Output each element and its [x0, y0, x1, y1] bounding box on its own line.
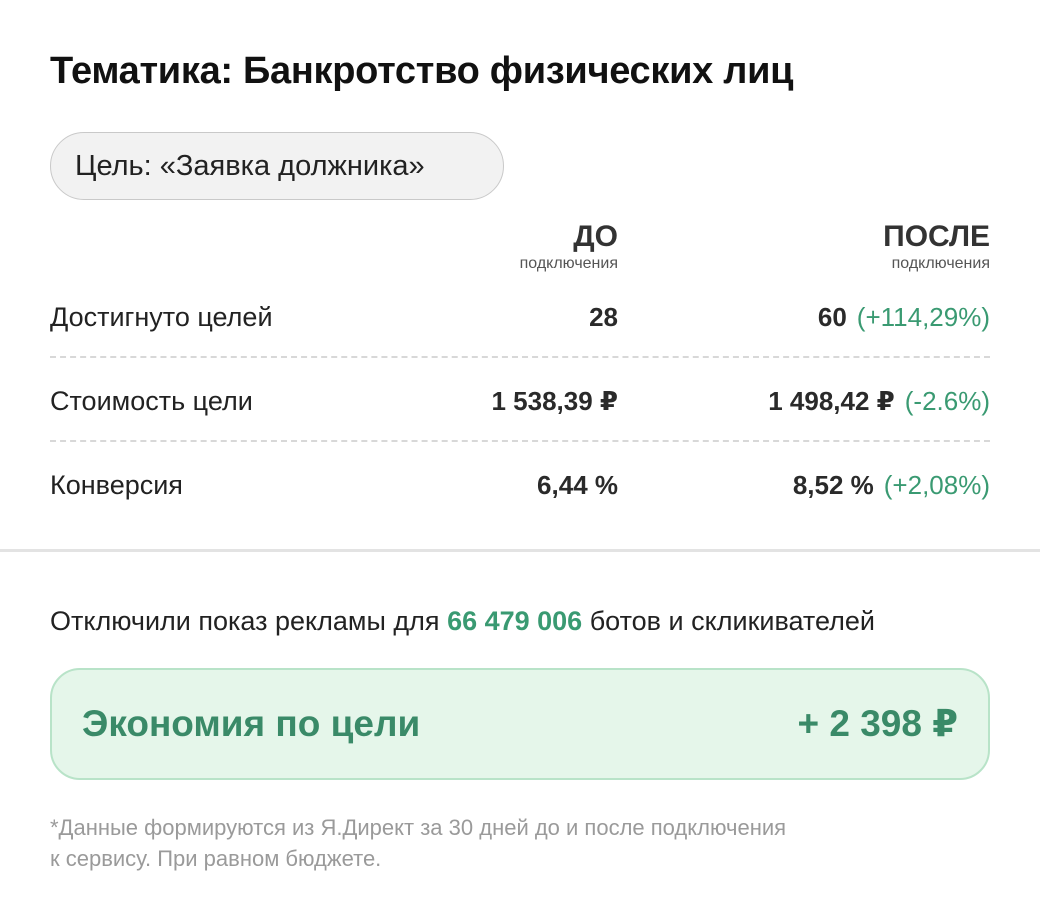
column-before-title: ДО	[573, 220, 618, 253]
savings-amount: + 2 398 ₽	[797, 703, 958, 744]
metric-after-value: 60	[817, 302, 847, 332]
column-after-title: ПОСЛЕ	[883, 220, 990, 253]
metric-delta: (+114,29%)	[856, 302, 990, 332]
metric-row-conversion: Конверсия 6,44 % 8,52 % (+2,08%)	[50, 465, 990, 505]
metric-label: Конверсия	[50, 470, 183, 500]
row-divider	[50, 356, 990, 358]
footnote-line-1: *Данные формируются из Я.Директ за 30 дн…	[50, 815, 787, 840]
savings-label: Экономия по цели	[82, 703, 421, 744]
metric-label: Достигнуто целей	[50, 302, 273, 332]
bots-prefix: Отключили показ рекламы для	[50, 606, 440, 636]
column-before-subtitle: подключения	[519, 255, 618, 272]
section-divider	[0, 549, 1040, 552]
metric-after-value: 8,52 %	[792, 470, 874, 500]
column-header-before: ДО подключения	[520, 220, 618, 274]
page-title: Тематика: Банкротство физических лиц	[50, 50, 794, 92]
footnote-line-2: к сервису. При равном бюджете.	[50, 846, 382, 871]
metric-before-value: 28	[589, 302, 618, 332]
column-header-after: ПОСЛЕ подключения	[883, 220, 990, 274]
metric-delta: (-2.6%)	[904, 386, 990, 416]
row-divider	[50, 440, 990, 442]
metric-before-value: 6,44 %	[537, 470, 618, 500]
bots-count: 66 479 006	[447, 606, 583, 636]
savings-banner: Экономия по цели + 2 398 ₽	[50, 668, 990, 780]
bots-suffix: ботов и скликивателей	[589, 606, 875, 636]
metric-before-value: 1 538,39 ₽	[491, 386, 618, 416]
footnote: *Данные формируются из Я.Директ за 30 дн…	[50, 812, 950, 874]
metric-row-cost: Стоимость цели 1 538,39 ₽ 1 498,42 ₽ (-2.…	[50, 381, 990, 421]
metric-label: Стоимость цели	[50, 386, 253, 416]
metric-after: 60 (+114,29%)	[818, 297, 990, 337]
metric-after-value: 1 498,42 ₽	[768, 386, 895, 416]
metric-after: 8,52 % (+2,08%)	[793, 465, 990, 505]
metric-row-goals: Достигнуто целей 28 60 (+114,29%)	[50, 297, 990, 337]
goal-badge: Цель: «Заявка должника»	[50, 132, 504, 200]
metric-after: 1 498,42 ₽ (-2.6%)	[768, 381, 990, 421]
column-after-subtitle: подключения	[891, 255, 990, 272]
metric-delta: (+2,08%)	[883, 470, 990, 500]
bots-blocked-text: Отключили показ рекламы для 66 479 006 б…	[50, 601, 875, 641]
